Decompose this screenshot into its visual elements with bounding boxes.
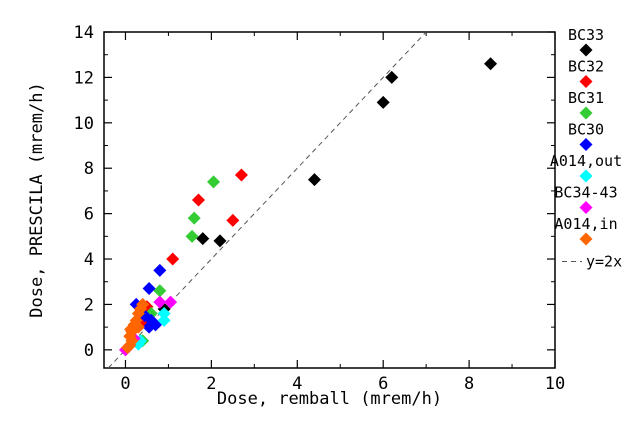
legend-label: BC30	[568, 121, 604, 139]
y-tick-label: 6	[84, 205, 94, 225]
data-point	[124, 322, 138, 336]
y-tick-label: 4	[84, 250, 94, 270]
data-point	[157, 307, 171, 321]
data-point	[153, 295, 167, 309]
legend-marker	[579, 43, 593, 57]
x-tick-label: 4	[292, 374, 302, 394]
data-point	[187, 211, 201, 225]
axis-ticks: 0 2 4 6 8 10 0 2 4 6 8 10 12 14	[74, 23, 566, 394]
legend-marker	[579, 106, 593, 120]
y-tick-label: 10	[74, 114, 94, 134]
reference-line-y-2x	[107, 31, 427, 369]
data-point	[142, 282, 156, 296]
legend-label: BC31	[568, 89, 604, 107]
x-tick-label: 8	[464, 374, 474, 394]
data-point	[164, 295, 178, 309]
legend-marker	[579, 201, 593, 214]
x-tick-label: 10	[545, 374, 565, 394]
data-point	[166, 252, 180, 266]
reference-line-group	[107, 31, 427, 369]
y-tick-label: 12	[74, 68, 94, 88]
data-point	[157, 313, 171, 327]
data-point	[226, 213, 240, 227]
data-point	[196, 232, 210, 246]
x-tick-label: 2	[206, 374, 216, 394]
plot-area: 0 2 4 6 8 10 0 2 4 6 8 10 12 14	[74, 23, 566, 394]
legend-marker	[579, 75, 593, 88]
plot-frame	[103, 31, 556, 369]
legend-marker	[579, 138, 593, 151]
y-axis-label: Dose, PRESCILA (mrem/h)	[27, 82, 47, 317]
x-axis-label: Dose, remball (mrem/h)	[217, 389, 442, 409]
y-tick-label: 8	[84, 159, 94, 179]
legend-marker	[579, 169, 593, 183]
x-tick-label: 6	[378, 374, 388, 394]
data-point	[191, 193, 205, 207]
data-point	[121, 341, 135, 355]
legend-label: BC33	[568, 26, 604, 44]
data-point	[149, 318, 163, 332]
legend-label: A014,out	[550, 152, 622, 170]
legend-label: BC32	[568, 58, 604, 76]
data-point	[213, 234, 227, 248]
data-point	[376, 95, 390, 109]
data-point	[307, 173, 321, 187]
data-point	[153, 263, 167, 277]
data-point	[153, 284, 167, 298]
data-point	[185, 229, 199, 243]
x-tick-label: 0	[120, 374, 130, 394]
data-point	[484, 57, 498, 71]
y-tick-label: 14	[74, 23, 94, 43]
y-tick-label: 0	[84, 341, 94, 361]
legend: BC33 BC32 BC31 BC30 A014,out BC34-43 A014,in y=…	[550, 26, 622, 271]
data-point	[207, 175, 221, 189]
data-points	[118, 57, 498, 357]
data-point	[385, 70, 399, 84]
legend-label: A014,in	[554, 215, 617, 233]
data-point	[234, 168, 248, 182]
legend-label: BC34-43	[554, 184, 617, 202]
y-tick-label: 2	[84, 295, 94, 315]
legend-marker	[579, 232, 593, 246]
legend-label-reference: y=2x	[586, 253, 622, 271]
